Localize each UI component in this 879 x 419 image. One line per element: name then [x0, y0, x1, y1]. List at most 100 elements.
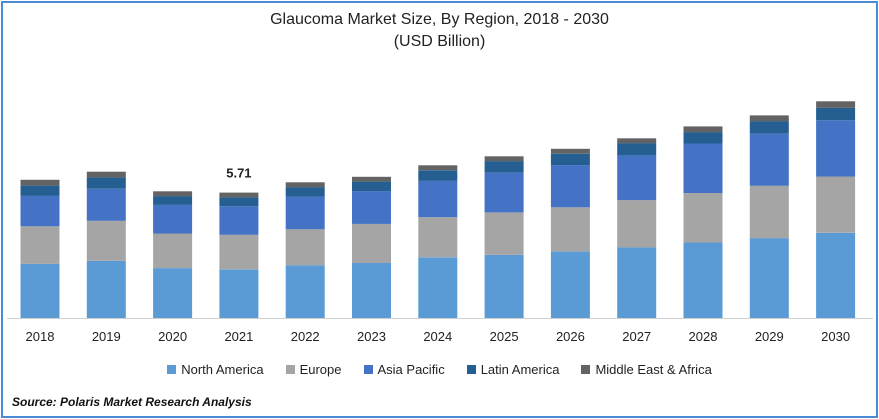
- x-tick-label-2026: 2026: [556, 329, 585, 344]
- bar-2024-latin-america: [418, 170, 458, 181]
- bar-group: [20, 101, 856, 318]
- bar-2019-europe: [86, 220, 126, 261]
- bar-2018-asia-pacific: [20, 195, 60, 227]
- bar-2028-middle-east-africa: [683, 126, 723, 133]
- bar-2020-europe: [153, 233, 193, 268]
- source-note: Source: Polaris Market Research Analysis: [12, 395, 252, 409]
- bar-2023-latin-america: [352, 181, 391, 192]
- bar-2030-middle-east-africa: [816, 101, 856, 108]
- bar-2021-europe: [219, 234, 259, 270]
- bar-2029-europe: [749, 185, 789, 239]
- bar-2024-middle-east-africa: [418, 165, 458, 171]
- x-tick-label-2019: 2019: [92, 329, 121, 344]
- legend-item-latin-america: Latin America: [466, 362, 560, 377]
- bar-2028-asia-pacific: [683, 143, 723, 193]
- bar-2028-latin-america: [683, 132, 723, 144]
- bar-2019-north-america: [86, 260, 126, 318]
- legend-item-north-america: North America: [167, 362, 264, 377]
- bar-2026-asia-pacific: [550, 165, 590, 208]
- data-label-2021: 5.71: [226, 166, 251, 181]
- bar-2028-north-america: [683, 242, 723, 318]
- chart-subtitle: (USD Billion): [393, 33, 486, 50]
- legend-label: Europe: [299, 362, 342, 377]
- data-labels: 5.71: [226, 166, 251, 181]
- x-tick-label-2020: 2020: [158, 329, 187, 344]
- legend: North America Europe Asia Pacific Latin Ame…: [0, 362, 879, 377]
- legend-swatch: [581, 365, 591, 374]
- bar-2025-latin-america: [484, 161, 524, 173]
- bar-2025-asia-pacific: [484, 172, 524, 213]
- legend-label: North America: [181, 362, 264, 377]
- bar-2021-north-america: [219, 269, 259, 318]
- bar-2023-europe: [352, 223, 391, 263]
- bar-2030-north-america: [816, 232, 856, 318]
- bar-2027-asia-pacific: [617, 155, 657, 201]
- bar-2025-europe: [484, 212, 524, 255]
- x-tick-label-2021: 2021: [224, 329, 253, 344]
- bar-2030-asia-pacific: [816, 120, 856, 177]
- bar-2022-north-america: [285, 265, 325, 318]
- bar-2021-middle-east-africa: [219, 192, 259, 198]
- legend-label: Middle East & Africa: [595, 362, 712, 377]
- bar-2023-asia-pacific: [352, 191, 391, 224]
- bar-2022-latin-america: [285, 187, 325, 197]
- legend-item-asia-pacific: Asia Pacific: [363, 362, 445, 377]
- legend-label: Asia Pacific: [377, 362, 445, 377]
- legend-label: Latin America: [480, 362, 560, 377]
- bar-2029-latin-america: [749, 121, 789, 134]
- bar-2029-middle-east-africa: [749, 115, 789, 122]
- legend-swatch: [466, 365, 476, 374]
- x-tick-label-2030: 2030: [821, 329, 850, 344]
- bar-2024-europe: [418, 217, 458, 258]
- bar-2020-asia-pacific: [153, 204, 193, 234]
- x-tick-label-2023: 2023: [357, 329, 386, 344]
- bar-2029-north-america: [749, 238, 789, 318]
- bar-2024-asia-pacific: [418, 180, 458, 218]
- x-tick-label-2018: 2018: [26, 329, 55, 344]
- bar-2027-middle-east-africa: [617, 138, 657, 144]
- x-tick-label-2027: 2027: [622, 329, 651, 344]
- bar-2018-middle-east-africa: [20, 179, 60, 186]
- x-tick-label-2025: 2025: [490, 329, 519, 344]
- bar-2027-north-america: [617, 247, 657, 318]
- bar-2026-europe: [550, 207, 590, 252]
- legend-swatch: [363, 365, 373, 374]
- bar-2020-north-america: [153, 268, 193, 318]
- bar-2026-middle-east-africa: [550, 148, 590, 154]
- bar-2025-north-america: [484, 254, 524, 318]
- bar-2023-middle-east-africa: [352, 176, 391, 182]
- legend-item-europe: Europe: [285, 362, 342, 377]
- bar-2025-middle-east-africa: [484, 156, 524, 162]
- bar-2018-latin-america: [20, 185, 60, 196]
- bar-2024-north-america: [418, 257, 458, 318]
- chart-title: Glaucoma Market Size, By Region, 2018 - …: [270, 11, 609, 28]
- bar-2027-europe: [617, 200, 657, 248]
- bar-2020-latin-america: [153, 196, 193, 205]
- x-tick-labels: 2018 2019 2020 2021 2022 2023 2024 2025 2026 2027…: [26, 329, 851, 344]
- bar-2020-middle-east-africa: [153, 191, 193, 197]
- x-tick-label-2028: 2028: [689, 329, 718, 344]
- bar-2022-asia-pacific: [285, 196, 325, 230]
- bar-2028-europe: [683, 193, 723, 243]
- bar-2018-europe: [20, 226, 60, 264]
- bar-2019-latin-america: [86, 177, 126, 189]
- legend-item-middle-east-africa: Middle East & Africa: [581, 362, 712, 377]
- bar-2029-asia-pacific: [749, 133, 789, 186]
- bar-2022-europe: [285, 229, 325, 266]
- bar-2021-latin-america: [219, 197, 259, 207]
- bar-2026-north-america: [550, 251, 590, 318]
- bar-2030-europe: [816, 176, 856, 233]
- bar-2018-north-america: [20, 263, 60, 318]
- bar-2030-latin-america: [816, 107, 856, 121]
- legend-swatch: [167, 365, 177, 374]
- bar-2019-asia-pacific: [86, 188, 126, 221]
- bar-2021-asia-pacific: [219, 206, 259, 235]
- bar-2026-latin-america: [550, 153, 590, 166]
- bar-2019-middle-east-africa: [86, 171, 126, 178]
- legend-swatch: [285, 365, 295, 374]
- x-tick-label-2022: 2022: [291, 329, 320, 344]
- x-tick-label-2024: 2024: [423, 329, 452, 344]
- x-tick-label-2029: 2029: [755, 329, 784, 344]
- bar-2023-north-america: [352, 263, 391, 318]
